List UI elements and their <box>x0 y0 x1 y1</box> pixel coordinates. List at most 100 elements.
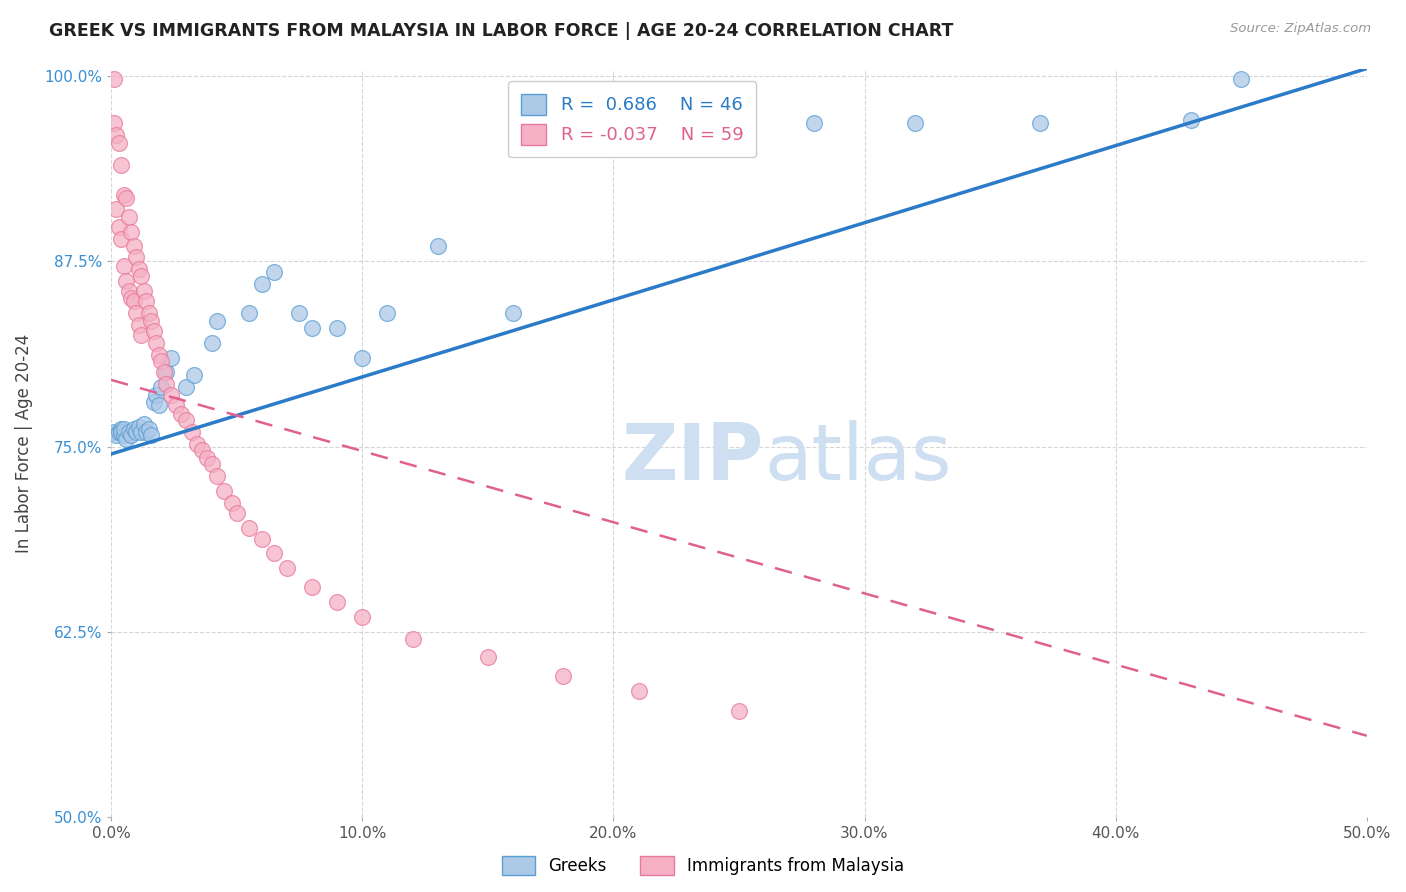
Point <box>128 420 150 434</box>
Point <box>135 425 157 439</box>
Point <box>150 380 173 394</box>
Point <box>195 451 218 466</box>
Point <box>118 425 141 439</box>
Point <box>627 120 650 135</box>
Point <box>110 422 132 436</box>
Point <box>326 321 349 335</box>
Point <box>141 313 163 327</box>
Point <box>165 398 187 412</box>
Point <box>132 284 155 298</box>
Point <box>110 425 132 439</box>
Point <box>112 422 135 436</box>
Point <box>107 425 129 439</box>
Point <box>103 425 125 439</box>
Point <box>145 335 167 350</box>
Point <box>129 269 152 284</box>
Point <box>263 546 285 560</box>
Point <box>502 306 524 320</box>
Point <box>160 351 183 365</box>
Point <box>205 469 228 483</box>
Point <box>112 427 135 442</box>
Point <box>176 380 198 394</box>
Y-axis label: In Labor Force | Age 20-24: In Labor Force | Age 20-24 <box>15 334 32 552</box>
Point <box>155 366 177 380</box>
Point <box>141 427 163 442</box>
Point <box>238 306 260 320</box>
Point <box>904 116 927 130</box>
Point <box>212 484 235 499</box>
Text: Source: ZipAtlas.com: Source: ZipAtlas.com <box>1230 22 1371 36</box>
Point <box>155 377 177 392</box>
Point <box>190 442 212 457</box>
Point <box>401 632 423 647</box>
Point <box>125 425 148 439</box>
Point <box>250 532 273 546</box>
Point <box>183 368 205 383</box>
Point <box>1230 71 1253 86</box>
Point <box>132 417 155 432</box>
Point <box>122 239 145 253</box>
Legend: R =  0.686    N = 46, R = -0.037    N = 59: R = 0.686 N = 46, R = -0.037 N = 59 <box>509 81 756 157</box>
Point <box>263 265 285 279</box>
Point <box>153 366 176 380</box>
Point <box>125 306 148 320</box>
Point <box>148 398 170 412</box>
Point <box>142 324 165 338</box>
Point <box>803 116 825 130</box>
Point <box>103 71 125 86</box>
Point <box>135 294 157 309</box>
Point <box>110 232 132 246</box>
Point <box>205 313 228 327</box>
Point <box>1029 116 1052 130</box>
Point <box>142 395 165 409</box>
Point <box>150 353 173 368</box>
Point <box>105 427 128 442</box>
Point <box>107 220 129 235</box>
Point <box>145 388 167 402</box>
Point <box>112 187 135 202</box>
Point <box>170 407 193 421</box>
Point <box>703 120 725 135</box>
Point <box>377 306 399 320</box>
Point <box>128 261 150 276</box>
Legend: Greeks, Immigrants from Malaysia: Greeks, Immigrants from Malaysia <box>495 849 911 882</box>
Point <box>221 496 243 510</box>
Point <box>148 348 170 362</box>
Text: ZIP: ZIP <box>621 420 763 496</box>
Point <box>138 306 160 320</box>
Point <box>176 413 198 427</box>
Point <box>115 274 138 288</box>
Point <box>225 506 247 520</box>
Point <box>576 128 599 143</box>
Point <box>301 321 323 335</box>
Point <box>186 436 208 450</box>
Point <box>326 595 349 609</box>
Text: atlas: atlas <box>763 420 952 496</box>
Point <box>120 225 142 239</box>
Point <box>120 427 142 442</box>
Point <box>112 259 135 273</box>
Point <box>125 250 148 264</box>
Point <box>200 335 222 350</box>
Point <box>103 116 125 130</box>
Point <box>129 425 152 439</box>
Point <box>128 318 150 332</box>
Point <box>110 158 132 172</box>
Point <box>180 425 202 439</box>
Point <box>301 581 323 595</box>
Point <box>105 128 128 143</box>
Point <box>105 202 128 217</box>
Point <box>288 306 311 320</box>
Point <box>122 422 145 436</box>
Point <box>118 210 141 224</box>
Text: GREEK VS IMMIGRANTS FROM MALAYSIA IN LABOR FORCE | AGE 20-24 CORRELATION CHART: GREEK VS IMMIGRANTS FROM MALAYSIA IN LAB… <box>49 22 953 40</box>
Point <box>107 136 129 150</box>
Point <box>553 669 575 683</box>
Point <box>238 521 260 535</box>
Point <box>120 291 142 305</box>
Point <box>115 432 138 446</box>
Point <box>250 277 273 291</box>
Point <box>1180 113 1202 128</box>
Point <box>477 650 499 665</box>
Point <box>200 458 222 472</box>
